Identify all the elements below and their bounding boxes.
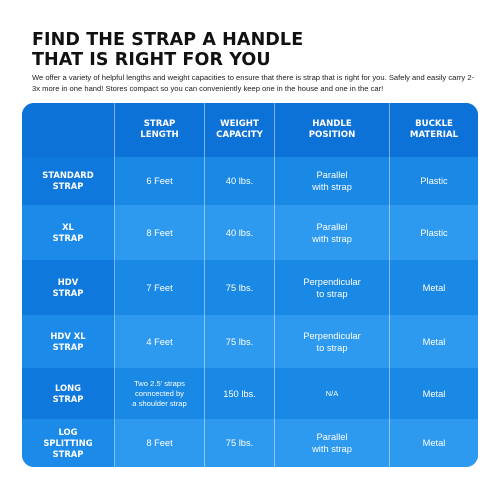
row-name: LONG STRAP	[22, 368, 115, 419]
title-line-2: THAT IS RIGHT FOR YOU	[32, 50, 271, 70]
handle-position-value: Parallel with strap	[275, 157, 390, 205]
handle-position-value: N/A	[275, 368, 390, 419]
row-name: XL STRAP	[22, 205, 115, 260]
page-title: FIND THE STRAP A HANDLE THAT IS RIGHT FO…	[32, 30, 472, 70]
weight-capacity-value: 75 lbs.	[205, 315, 275, 368]
header-handle-position: HANDLE POSITION	[275, 103, 390, 157]
buckle-material-value: Metal	[390, 368, 478, 419]
row-name: HDV XL STRAP	[22, 315, 115, 368]
header-buckle-material: BUCKLE MATERIAL	[390, 103, 478, 157]
handle-position-value: Parallel with strap	[275, 419, 390, 467]
page-description: We offer a variety of helpful lengths an…	[32, 73, 475, 93]
strap-length-value: 8 Feet	[115, 205, 205, 260]
handle-position-value: Perpendicular to strap	[275, 260, 390, 315]
buckle-material-value: Plastic	[390, 205, 478, 260]
strap-length-value: Two 2.5' straps conncected by a shoulder…	[115, 368, 205, 419]
row-name: HDV STRAP	[22, 260, 115, 315]
weight-capacity-value: 75 lbs.	[205, 260, 275, 315]
strap-length-value: 7 Feet	[115, 260, 205, 315]
handle-position-value: Perpendicular to strap	[275, 315, 390, 368]
header-strap-length: STRAP LENGTH	[115, 103, 205, 157]
strap-length-value: 4 Feet	[115, 315, 205, 368]
handle-position-value: Parallel with strap	[275, 205, 390, 260]
comparison-table: STRAP LENGTH WEIGHT CAPACITY HANDLE POSI…	[22, 103, 478, 467]
header-weight-capacity: WEIGHT CAPACITY	[205, 103, 275, 157]
weight-capacity-value: 150 lbs.	[205, 368, 275, 419]
row-name: STANDARD STRAP	[22, 157, 115, 205]
strap-length-value: 8 Feet	[115, 419, 205, 467]
weight-capacity-value: 75 lbs.	[205, 419, 275, 467]
strap-length-value: 6 Feet	[115, 157, 205, 205]
header-corner	[22, 103, 115, 157]
weight-capacity-value: 40 lbs.	[205, 205, 275, 260]
buckle-material-value: Metal	[390, 260, 478, 315]
buckle-material-value: Metal	[390, 419, 478, 467]
buckle-material-value: Plastic	[390, 157, 478, 205]
buckle-material-value: Metal	[390, 315, 478, 368]
row-name: LOG SPLITTING STRAP	[22, 419, 115, 467]
title-line-1: FIND THE STRAP A HANDLE	[32, 30, 304, 50]
weight-capacity-value: 40 lbs.	[205, 157, 275, 205]
